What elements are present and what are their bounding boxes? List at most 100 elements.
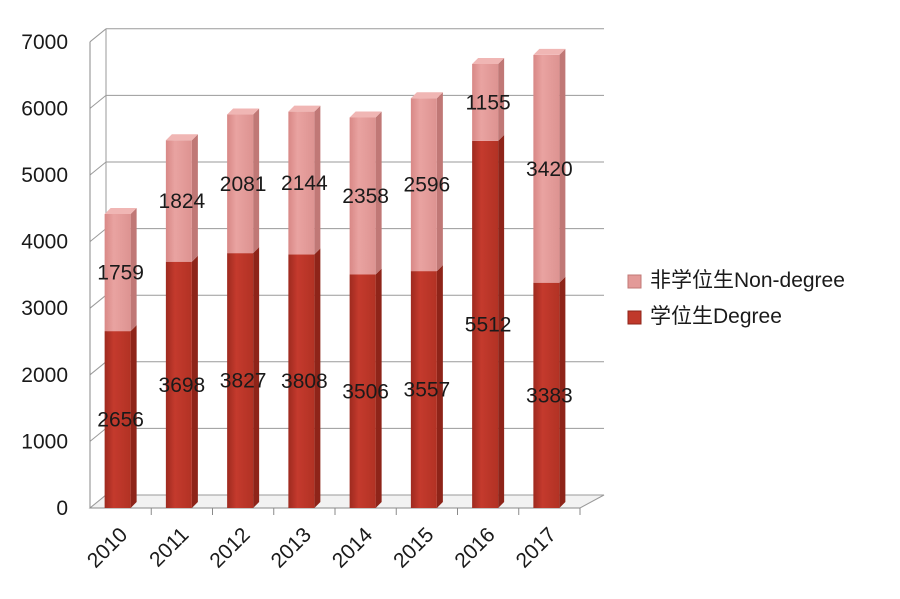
gridline-link — [89, 361, 107, 376]
bars — [104, 48, 566, 508]
bar-non-degree — [104, 207, 137, 332]
x-tick-label: 2010 — [83, 523, 132, 572]
bar-degree — [104, 325, 137, 508]
bar-non-degree — [472, 57, 505, 141]
data-label-non-degree: 1155 — [466, 91, 511, 114]
bar-non-degree-side — [436, 92, 443, 272]
data-label-degree: 5512 — [465, 313, 512, 336]
y-tick-label: 5000 — [21, 164, 68, 187]
data-label-non-degree: 2081 — [220, 173, 267, 196]
bar-degree-side — [253, 247, 260, 508]
x-tick-label: 2016 — [450, 523, 499, 572]
legend: 非学位生Non-degree 学位生Degree — [627, 269, 845, 328]
bar-degree-front — [533, 282, 560, 508]
data-label-degree: 2656 — [97, 409, 144, 432]
bar-non-degree-side — [314, 105, 321, 255]
bar-non-degree — [165, 134, 198, 262]
data-label-degree: 3698 — [159, 374, 206, 397]
y-tick-label: 0 — [56, 497, 68, 520]
bar-non-degree-side — [191, 134, 198, 262]
bar-degree-front — [104, 331, 131, 508]
bar-degree — [533, 276, 566, 508]
bar-non-degree-front — [410, 98, 437, 272]
bar-degree-front — [349, 274, 376, 508]
bar-degree-side — [498, 134, 505, 508]
bar-non-degree-front — [227, 114, 254, 254]
legend-swatch — [627, 274, 642, 289]
bar-degree — [472, 134, 505, 508]
data-label-non-degree: 2144 — [281, 172, 328, 195]
data-label-degree: 3808 — [281, 370, 328, 393]
bar-non-degree — [533, 48, 566, 283]
bar-degree-side — [375, 268, 382, 508]
bar-non-degree-front — [288, 111, 315, 255]
y-tick-label: 2000 — [21, 364, 68, 387]
bar-non-degree-front — [165, 140, 192, 262]
bar-degree-front — [227, 253, 254, 508]
legend-label: 学位生Degree — [650, 305, 782, 328]
bar-non-degree-side — [498, 57, 505, 141]
legend-item: 学位生Degree — [627, 305, 782, 328]
x-tick-label: 2014 — [328, 523, 378, 573]
data-label-non-degree: 1824 — [159, 190, 206, 213]
bar-non-degree-top — [472, 57, 505, 64]
bar-non-degree-front — [472, 63, 499, 141]
bar-non-degree-top — [227, 108, 260, 115]
bar-non-degree-side — [375, 111, 382, 275]
x-tick-label: 2015 — [389, 523, 438, 572]
data-label-non-degree: 2596 — [404, 174, 451, 197]
data-label-degree: 3506 — [342, 380, 389, 403]
bar-degree-front — [288, 254, 315, 508]
data-label-degree: 3383 — [526, 384, 573, 407]
bar-degree-front — [165, 261, 192, 508]
bar-degree-front — [472, 140, 499, 508]
bar-degree-side — [130, 325, 137, 508]
x-tick-label: 2012 — [205, 523, 254, 572]
bar-non-degree-top — [533, 48, 566, 55]
bar-non-degree-front — [104, 213, 131, 332]
gridline-link — [89, 428, 107, 442]
bar-non-degree-front — [533, 54, 560, 283]
bar-degree — [410, 265, 443, 508]
y-tick-label: 1000 — [21, 430, 68, 453]
bar-degree-side — [436, 265, 443, 508]
bar-non-degree-front — [349, 117, 376, 275]
bar-non-degree — [410, 92, 443, 272]
y-tick-label: 7000 — [21, 31, 68, 54]
y-tick-label: 3000 — [21, 297, 68, 320]
x-tick-label: 2013 — [267, 523, 316, 572]
bar-degree-front — [410, 271, 437, 508]
bar-non-degree — [227, 108, 260, 254]
bar-non-degree-side — [559, 48, 566, 283]
bar-non-degree — [349, 111, 382, 275]
gridline-link — [89, 294, 107, 309]
data-label-non-degree: 2358 — [342, 185, 389, 208]
x-tick-label: 2011 — [145, 523, 193, 571]
bar-non-degree-side — [253, 108, 260, 254]
legend-label: 非学位生Non-degree — [650, 269, 845, 292]
gridline-link — [89, 28, 107, 43]
bar-non-degree-side — [130, 207, 137, 332]
bar-non-degree-top — [349, 111, 382, 118]
y-tick-label: 4000 — [21, 231, 68, 254]
bar-degree — [165, 255, 198, 508]
data-label-non-degree: 1759 — [97, 262, 144, 285]
bar-non-degree-top — [165, 134, 198, 141]
data-label-non-degree: 3420 — [526, 158, 573, 181]
bar-non-degree-top — [288, 105, 321, 112]
y-tick-label: 6000 — [21, 97, 68, 120]
legend-item: 非学位生Non-degree — [627, 269, 845, 292]
bar-degree — [349, 268, 382, 508]
bar-degree — [227, 247, 260, 508]
x-tick-label: 2017 — [512, 523, 561, 572]
bar-non-degree-top — [104, 207, 137, 214]
gridline-link — [89, 161, 107, 176]
data-label-degree: 3827 — [220, 370, 267, 393]
bar-degree-side — [559, 276, 566, 508]
data-labels: 2656 1759 3698 1824 3827 2081 3808 2144 3506 2358… — [97, 91, 572, 431]
gridline-link — [89, 95, 107, 109]
bar-degree-side — [191, 255, 198, 508]
bar-non-degree-top — [410, 92, 443, 99]
bar-degree — [288, 248, 321, 508]
